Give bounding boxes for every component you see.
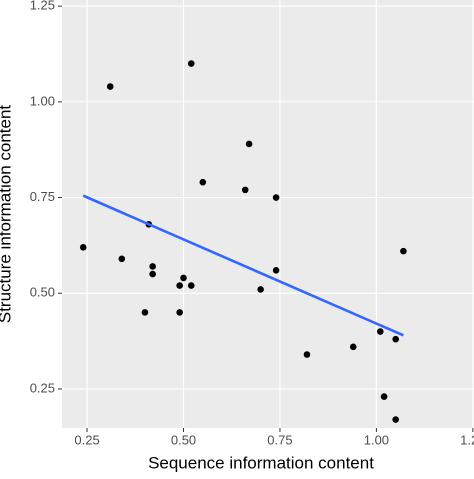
trend-line [82, 194, 404, 337]
y-tick-label: 1.25 [30, 0, 55, 13]
x-axis-title: Sequence information content [148, 453, 374, 472]
x-tick-label: 1.00 [364, 432, 389, 447]
point [79, 244, 87, 251]
point [176, 282, 183, 289]
point [380, 393, 388, 400]
point [376, 328, 384, 335]
plot-panel [62, 0, 474, 428]
point [106, 83, 114, 90]
point [141, 309, 149, 316]
point [349, 343, 357, 351]
point [241, 186, 249, 194]
point [245, 140, 253, 148]
point [149, 270, 156, 278]
y-tick-label: 0.25 [30, 380, 55, 395]
point [392, 416, 399, 423]
point [118, 255, 126, 263]
point [392, 335, 399, 343]
point [180, 274, 187, 282]
point [149, 263, 156, 270]
point [272, 266, 280, 274]
y-tick-label: 0.75 [30, 189, 55, 204]
y-axis-title: Structure information content [0, 105, 14, 324]
point [187, 282, 195, 289]
point [257, 286, 264, 293]
point [199, 178, 207, 186]
point [176, 309, 183, 316]
point [187, 60, 195, 67]
y-tick-label: 1.00 [30, 93, 55, 108]
x-tick-label: 0.75 [267, 432, 292, 447]
point [272, 194, 280, 201]
x-tick-label: 0.50 [171, 432, 196, 447]
x-tick-label: 1.25 [460, 432, 474, 447]
y-tick-label: 0.50 [30, 285, 55, 300]
x-tick-label: 0.25 [74, 432, 99, 447]
point [400, 247, 407, 255]
point [303, 351, 311, 358]
